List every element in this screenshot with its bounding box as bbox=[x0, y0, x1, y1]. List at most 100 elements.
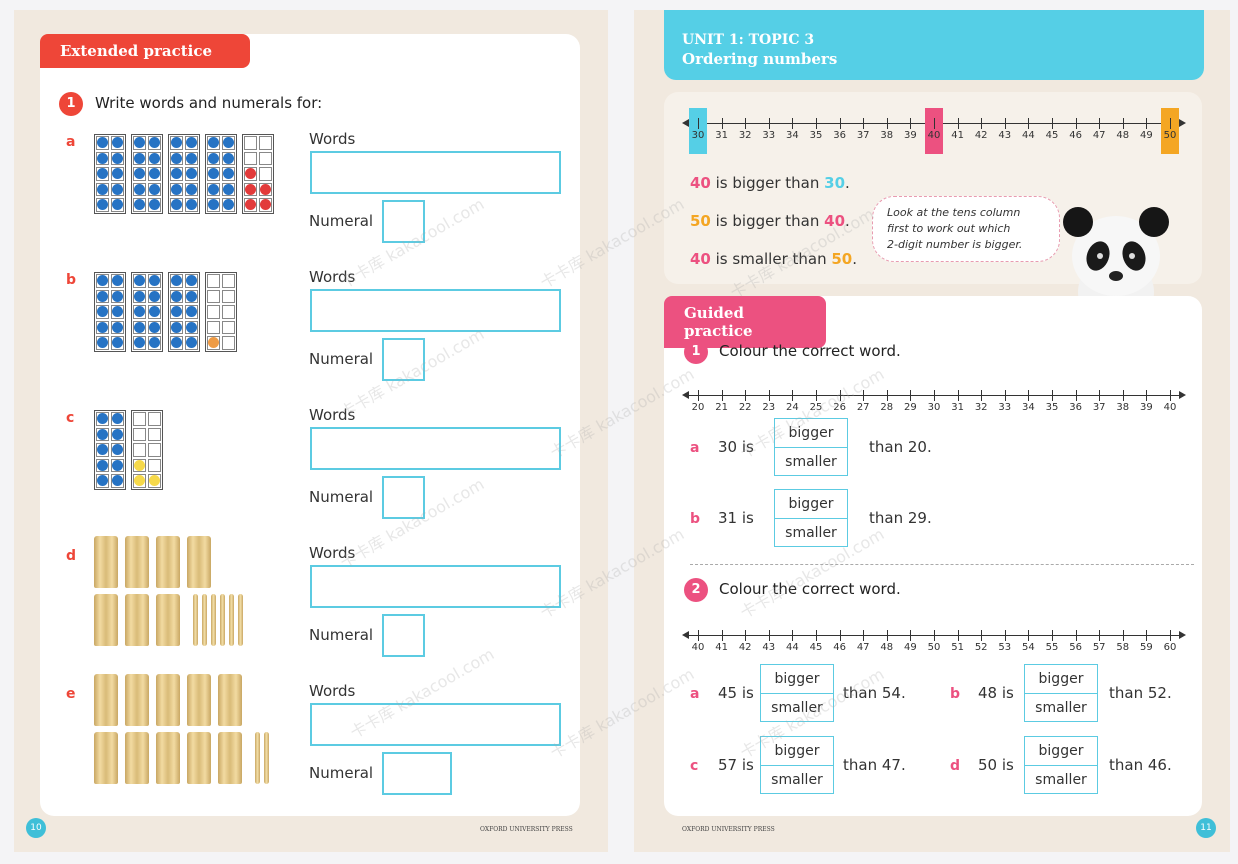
counter-dot bbox=[97, 337, 108, 349]
counter-dot bbox=[97, 475, 108, 487]
words-label: Words bbox=[309, 406, 356, 424]
counter-dot bbox=[208, 152, 219, 164]
tick-mark bbox=[1099, 118, 1101, 129]
question-number: 1 bbox=[684, 340, 708, 364]
item-prompt: 45 is bbox=[718, 684, 754, 702]
tick-label: 30 bbox=[691, 130, 705, 141]
frame-cell bbox=[207, 336, 220, 350]
words-input[interactable] bbox=[310, 703, 561, 746]
smaller-option[interactable]: smaller bbox=[1025, 765, 1097, 793]
frame-cell bbox=[96, 427, 109, 441]
smaller-option[interactable]: smaller bbox=[775, 518, 847, 546]
bigger-option[interactable]: bigger bbox=[774, 671, 820, 687]
frame-cell bbox=[111, 427, 124, 441]
frame-cell bbox=[111, 474, 124, 488]
counter-dot bbox=[186, 275, 197, 287]
number-a: 40 bbox=[690, 174, 711, 192]
counter-dot bbox=[112, 199, 123, 211]
bundle-of-ten bbox=[94, 674, 118, 726]
words-input[interactable] bbox=[310, 427, 561, 470]
frame-cell bbox=[185, 289, 198, 303]
frame-cell bbox=[96, 443, 109, 457]
tick-label: 40 bbox=[691, 642, 705, 653]
bundle-of-ten bbox=[125, 674, 149, 726]
counter-dot bbox=[112, 152, 123, 164]
extended-practice-tab: Extended practice bbox=[40, 34, 250, 68]
item-letter: b bbox=[66, 272, 77, 288]
bigger-option[interactable]: bigger bbox=[788, 425, 834, 441]
tick-mark bbox=[816, 390, 817, 401]
tick-mark bbox=[863, 390, 865, 401]
bigger-option[interactable]: bigger bbox=[1038, 743, 1084, 759]
comparison-text: is bigger than bbox=[710, 174, 825, 192]
tick-mark bbox=[910, 118, 912, 129]
tick-label: 32 bbox=[738, 130, 752, 141]
words-input[interactable] bbox=[310, 565, 561, 608]
tick-mark bbox=[886, 390, 888, 401]
bundle-of-ten bbox=[125, 536, 149, 588]
numeral-input[interactable] bbox=[382, 338, 425, 381]
counter-dot bbox=[223, 199, 234, 211]
tick-mark bbox=[934, 390, 935, 401]
numeral-label: Numeral bbox=[309, 764, 374, 782]
counter-dot bbox=[112, 459, 123, 471]
bigger-option[interactable]: bigger bbox=[774, 743, 820, 759]
frame-cell bbox=[96, 167, 109, 181]
tick-label: 34 bbox=[786, 130, 799, 141]
frame-cell bbox=[111, 305, 124, 319]
frame-cell bbox=[185, 274, 198, 288]
single-stick bbox=[255, 732, 260, 784]
frame-cell bbox=[244, 198, 257, 212]
bigger-option[interactable]: bigger bbox=[1038, 671, 1084, 687]
numeral-input[interactable] bbox=[382, 614, 425, 657]
tick-mark bbox=[698, 118, 699, 129]
single-stick bbox=[202, 594, 207, 646]
frame-cell bbox=[148, 151, 161, 165]
frame-cell bbox=[207, 289, 220, 303]
smaller-option[interactable]: smaller bbox=[1025, 693, 1097, 721]
item-comparison: than 52. bbox=[1109, 684, 1172, 702]
frame-cell bbox=[170, 336, 183, 350]
bigger-option[interactable]: bigger bbox=[788, 496, 834, 512]
bundle-of-ten bbox=[125, 732, 149, 784]
frame-cell bbox=[96, 151, 109, 165]
tick-label: 58 bbox=[1116, 642, 1130, 653]
smaller-option[interactable]: smaller bbox=[761, 765, 833, 793]
tick-label: 39 bbox=[1140, 402, 1153, 413]
guided-card bbox=[664, 296, 1202, 816]
counter-dot bbox=[97, 444, 108, 456]
comparison-text: is smaller than bbox=[710, 250, 832, 268]
numeral-input[interactable] bbox=[382, 752, 452, 795]
smaller-option[interactable]: smaller bbox=[761, 693, 833, 721]
counter-dot bbox=[149, 183, 160, 195]
ten-frame-partial bbox=[205, 272, 237, 352]
frame-cell bbox=[96, 289, 109, 303]
item-letter: c bbox=[66, 410, 75, 426]
counter-dot bbox=[134, 290, 145, 302]
frame-cell bbox=[222, 336, 235, 350]
frame-cell bbox=[133, 274, 146, 288]
tick-mark bbox=[816, 630, 817, 641]
tick-mark bbox=[816, 118, 817, 129]
bundle-of-ten bbox=[156, 594, 180, 646]
frame-cell bbox=[111, 320, 124, 334]
smaller-option[interactable]: smaller bbox=[775, 447, 847, 475]
item-letter: a bbox=[690, 686, 700, 702]
arrow-left bbox=[682, 631, 689, 639]
numeral-input[interactable] bbox=[382, 200, 425, 243]
frame-cell bbox=[133, 427, 146, 441]
tick-mark bbox=[957, 630, 959, 641]
frame-cell bbox=[185, 151, 198, 165]
hint-speech-bubble: Look at the tens column first to work ou… bbox=[872, 196, 1060, 262]
frame-cell bbox=[96, 320, 109, 334]
hint-line: Look at the tens column bbox=[887, 206, 1021, 219]
counter-dot bbox=[112, 428, 123, 440]
words-input[interactable] bbox=[310, 289, 561, 332]
counter-dot bbox=[134, 199, 145, 211]
frame-cell bbox=[259, 167, 272, 181]
frame-cell bbox=[96, 458, 109, 472]
tick-mark bbox=[1146, 390, 1148, 401]
numeral-input[interactable] bbox=[382, 476, 425, 519]
words-input[interactable] bbox=[310, 151, 561, 194]
counter-dot bbox=[112, 183, 123, 195]
